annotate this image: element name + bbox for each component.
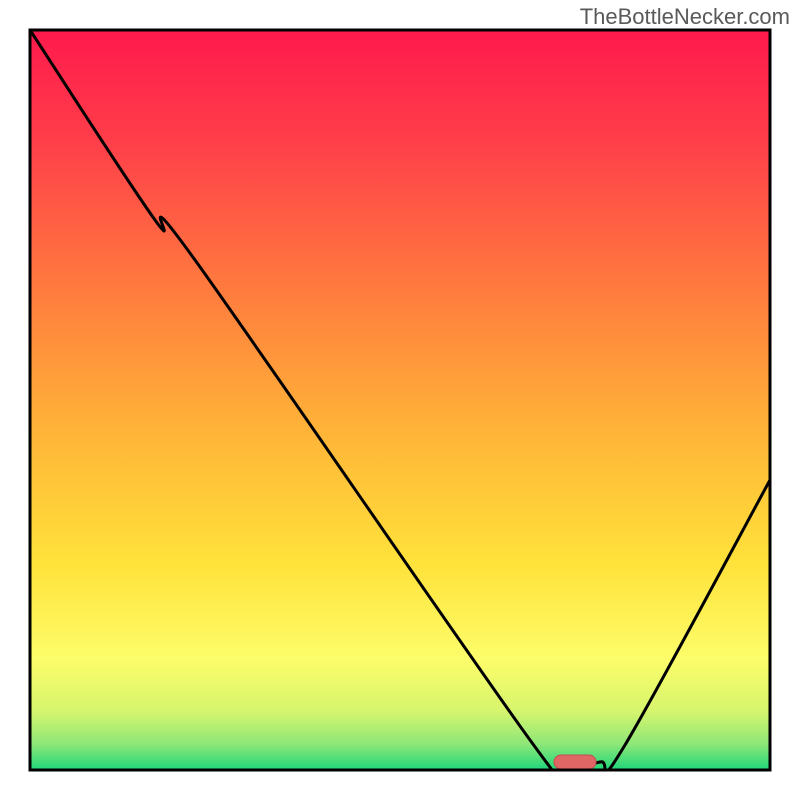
optimal-marker [554,755,596,769]
gradient-background [30,30,770,770]
chart-container: TheBottleNecker.com [0,0,800,800]
bottleneck-chart [0,0,800,800]
watermark-text: TheBottleNecker.com [580,4,790,30]
